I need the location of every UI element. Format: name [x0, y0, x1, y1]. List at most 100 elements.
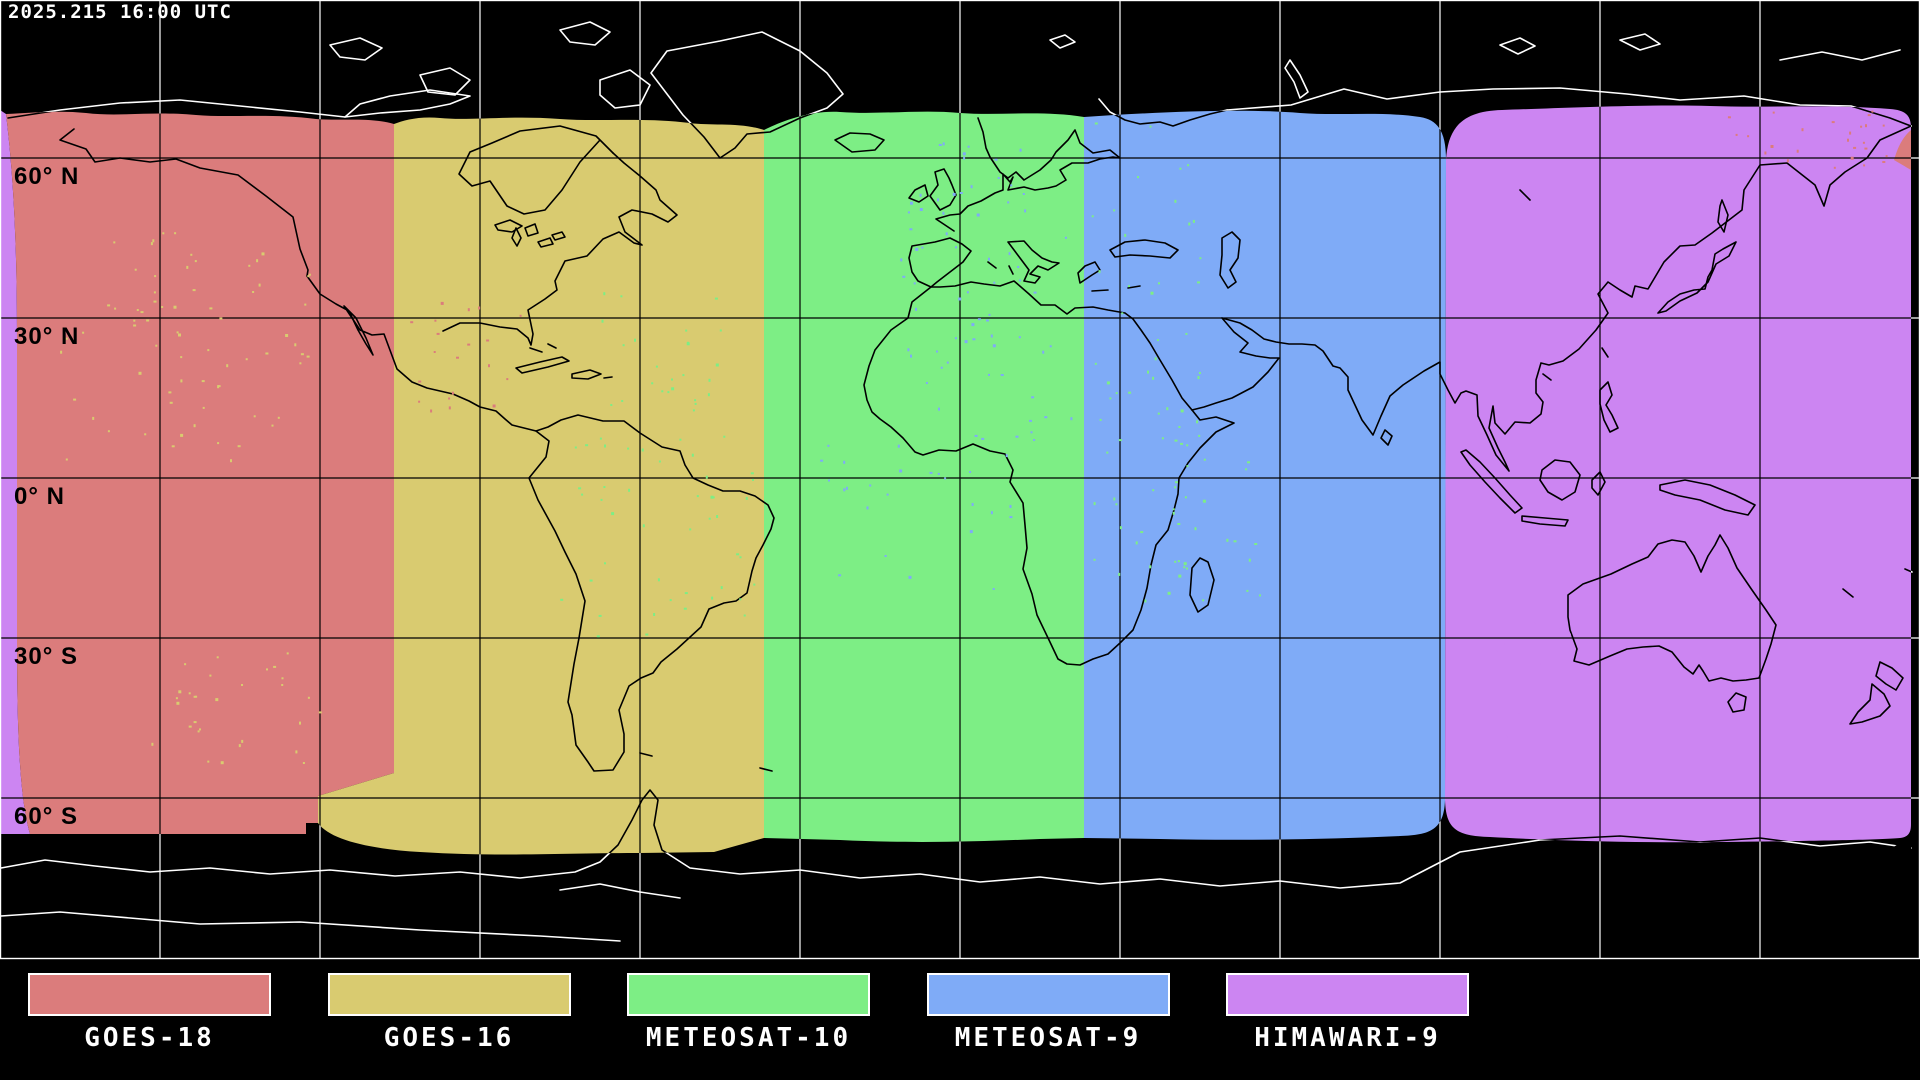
- noise-speckle: [209, 674, 212, 677]
- noise-speckle: [838, 574, 842, 577]
- noise-speckle: [153, 291, 156, 294]
- noise-speckle: [962, 152, 966, 156]
- noise-speckle: [1099, 418, 1102, 421]
- noise-speckle: [207, 760, 210, 763]
- noise-speckle: [248, 264, 251, 267]
- coastline-black-15: [1189, 557, 1215, 613]
- noise-speckle: [1863, 164, 1866, 167]
- noise-speckle: [175, 697, 178, 700]
- noise-speckle: [1505, 735, 1508, 739]
- noise-speckle: [585, 444, 589, 447]
- noise-speckle: [1198, 434, 1201, 437]
- noise-speckle: [707, 393, 710, 397]
- noise-speckle: [627, 447, 630, 450]
- noise-speckle: [207, 349, 210, 352]
- noise-speckle: [682, 374, 685, 377]
- classification-noise-speckles: [60, 110, 1888, 765]
- noise-speckle: [910, 201, 913, 205]
- coastline-black-14: [863, 280, 1235, 666]
- noise-speckle: [304, 303, 307, 306]
- noise-speckle: [265, 352, 269, 355]
- noise-speckle: [286, 652, 289, 655]
- noise-speckle: [669, 599, 672, 602]
- noise-speckle: [201, 380, 205, 383]
- noise-speckle: [1015, 435, 1019, 438]
- noise-speckle: [1461, 713, 1464, 716]
- noise-speckle: [174, 232, 177, 235]
- coastline-black-26: [1127, 285, 1141, 289]
- noise-speckle: [1017, 266, 1020, 268]
- coastline-white-5: [344, 89, 471, 118]
- noise-speckle: [219, 317, 223, 320]
- noise-speckle: [976, 213, 980, 217]
- coastline-black-45: [1567, 534, 1777, 682]
- noise-speckle: [271, 424, 274, 427]
- noise-speckle: [1033, 439, 1036, 441]
- noise-speckle: [448, 397, 451, 400]
- noise-speckle: [285, 334, 289, 337]
- noise-speckle: [1019, 148, 1022, 152]
- noise-speckle: [945, 232, 948, 236]
- noise-speckle: [919, 193, 922, 197]
- noise-speckle: [1113, 209, 1116, 212]
- coastline-white-31: [1226, 87, 1912, 127]
- zone-goes16: [318, 117, 764, 855]
- noise-speckle: [1558, 626, 1561, 629]
- noise-speckle: [1801, 128, 1804, 132]
- noise-speckle: [73, 398, 77, 401]
- noise-speckle: [134, 268, 137, 271]
- noise-speckle: [1135, 541, 1138, 545]
- noise-speckle: [176, 701, 180, 705]
- noise-speckle: [622, 344, 625, 347]
- noise-speckle: [736, 553, 740, 556]
- noise-speckle: [161, 306, 164, 308]
- noise-speckle: [1115, 503, 1118, 506]
- zone-goes18-wrap-patch: [1894, 130, 1911, 170]
- noise-speckle: [1786, 159, 1789, 163]
- coastline-black-12: [639, 752, 653, 757]
- coastline-white-65: [0, 911, 621, 942]
- noise-speckle: [929, 471, 933, 474]
- noise-speckle: [1853, 146, 1857, 149]
- noise-speckle: [1156, 339, 1159, 342]
- noise-speckle: [150, 242, 153, 246]
- legend-label-himawari9: HIMAWARI-9: [1254, 1023, 1441, 1053]
- noise-speckle: [1118, 439, 1122, 442]
- noise-speckle: [1008, 252, 1011, 256]
- coastline-white-63: [1619, 33, 1661, 51]
- latitude-label: 30° S: [14, 643, 78, 670]
- world-coverage-map: 60° N 30° N 0° N 30° S 60° S: [0, 0, 1920, 960]
- noise-speckle: [1179, 167, 1182, 170]
- noise-speckle: [1152, 376, 1155, 380]
- latitude-label: 30° N: [14, 323, 79, 350]
- noise-speckle: [925, 382, 928, 384]
- noise-speckle: [1144, 599, 1147, 603]
- noise-speckle: [1175, 481, 1178, 484]
- coastline-black-37: [1542, 373, 1552, 381]
- noise-speckle: [1031, 396, 1035, 399]
- noise-speckle: [604, 562, 606, 565]
- noise-speckle: [1009, 505, 1012, 508]
- legend-swatch-meteosat9: [926, 973, 1170, 1016]
- noise-speckle: [488, 364, 490, 368]
- noise-speckle: [186, 265, 189, 269]
- noise-speckle: [1093, 558, 1096, 561]
- noise-speckle: [1091, 215, 1094, 218]
- zone-goes18: [6, 111, 394, 835]
- noise-speckle: [671, 387, 675, 391]
- noise-speckle: [739, 598, 742, 601]
- noise-speckle: [990, 334, 993, 338]
- noise-speckle: [1018, 336, 1021, 339]
- coastline-white-59: [329, 37, 383, 61]
- noise-speckle: [969, 471, 972, 473]
- noise-speckle: [253, 415, 256, 418]
- noise-speckle: [1128, 391, 1132, 394]
- noise-speckle: [642, 524, 645, 528]
- noise-speckle: [1106, 451, 1109, 454]
- noise-speckle: [1558, 629, 1560, 632]
- noise-speckle: [195, 695, 198, 698]
- coastline-black-16: [908, 237, 972, 288]
- legend-swatch-himawari9: [1226, 973, 1469, 1016]
- noise-speckle: [1113, 497, 1116, 501]
- noise-speckle: [952, 192, 956, 196]
